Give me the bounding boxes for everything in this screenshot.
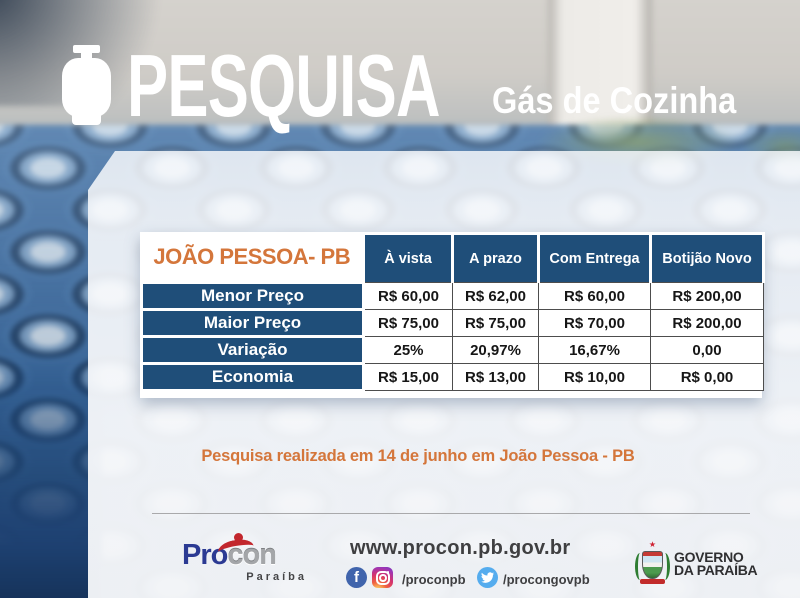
cell-value: R$ 62,00 [452, 282, 539, 310]
procon-region-label: Paraíba [246, 571, 307, 583]
column-header-botijaonovo: Botijão Novo [649, 232, 765, 283]
price-table: JOÃO PESSOA- PB À vista A prazo Com Entr… [140, 232, 765, 392]
procon-pro: Pro [182, 539, 228, 571]
cell-value: 25% [363, 336, 453, 364]
cell-value: R$ 200,00 [650, 282, 764, 310]
cell-value: R$ 0,00 [650, 363, 764, 391]
cell-value: R$ 60,00 [363, 282, 453, 310]
region-title: JOÃO PESSOA- PB [141, 233, 364, 283]
paraiba-coat-of-arms-icon [635, 544, 670, 584]
header: PESQUISA Gás de Cozinha [0, 0, 800, 150]
row-label: Maior Preço [140, 308, 365, 338]
laurel-left [635, 553, 645, 580]
procon-wordmark: Procon [182, 539, 277, 571]
column-header-comentrega: Com Entrega [537, 232, 652, 283]
shield-ribbon [640, 579, 665, 584]
left-cylinder-strip [0, 370, 102, 598]
footer: Procon Paraíba www.procon.pb.gov.br /pro… [0, 520, 800, 598]
table-header-row: JOÃO PESSOA- PB À vista A prazo Com Entr… [141, 232, 765, 283]
cell-value: R$ 10,00 [538, 363, 651, 391]
table-row: Variação 25% 20,97% 16,67% 0,00 [140, 335, 764, 365]
cell-value: R$ 60,00 [538, 282, 651, 310]
cell-value: R$ 75,00 [452, 309, 539, 337]
government-label: GOVERNO DA PARAÍBA [674, 549, 758, 578]
cell-value: R$ 70,00 [538, 309, 651, 337]
cell-value: R$ 15,00 [363, 363, 453, 391]
row-label: Economia [140, 362, 365, 392]
divider-line [152, 513, 750, 514]
column-header-aprazo: A prazo [451, 232, 540, 283]
cell-value: 16,67% [538, 336, 651, 364]
cell-value: 20,97% [452, 336, 539, 364]
page-subtitle: Gás de Cozinha [492, 80, 737, 121]
government-line2: DA PARAÍBA [674, 562, 758, 578]
procon-logo: Procon Paraíba [182, 533, 307, 583]
website-url: www.procon.pb.gov.br [350, 537, 571, 559]
row-label: Variação [140, 335, 365, 365]
instagram-dot [386, 571, 389, 574]
column-header-avista: À vista [362, 232, 454, 283]
survey-note: Pesquisa realizada em 14 de junho em Joã… [201, 447, 635, 465]
cylinder-body [62, 58, 111, 117]
instagram-icon [372, 567, 393, 588]
star-icon [637, 540, 668, 549]
table-row: Maior Preço R$ 75,00 R$ 75,00 R$ 70,00 R… [140, 308, 764, 338]
cell-value: R$ 200,00 [650, 309, 764, 337]
government-line1: GOVERNO [674, 549, 744, 565]
cell-value: 0,00 [650, 336, 764, 364]
social-handle-proconpb: /proconpb [402, 572, 466, 587]
table-row: Menor Preço R$ 60,00 R$ 62,00 R$ 60,00 R… [140, 281, 764, 311]
gas-cylinder-icon [62, 45, 111, 127]
shield-body [642, 551, 663, 579]
facebook-icon [346, 567, 367, 588]
cell-value: R$ 13,00 [452, 363, 539, 391]
price-table-card: JOÃO PESSOA- PB À vista A prazo Com Entr… [140, 232, 765, 398]
twitter-icon [477, 567, 498, 588]
instagram-frame [375, 570, 390, 585]
cylinder-foot [72, 115, 101, 125]
cylinder-neck [81, 52, 92, 60]
procon-figure-head [234, 533, 243, 542]
cell-value: R$ 75,00 [363, 309, 453, 337]
table-row: Economia R$ 15,00 R$ 13,00 R$ 10,00 R$ 0… [140, 362, 764, 392]
instagram-lens [378, 573, 387, 582]
row-label: Menor Preço [140, 281, 365, 311]
cylinder-handle [73, 45, 100, 53]
social-handle-procongovpb: /procongovpb [503, 572, 590, 587]
procon-con: con [227, 539, 277, 571]
page-title: PESQUISA [127, 36, 440, 135]
